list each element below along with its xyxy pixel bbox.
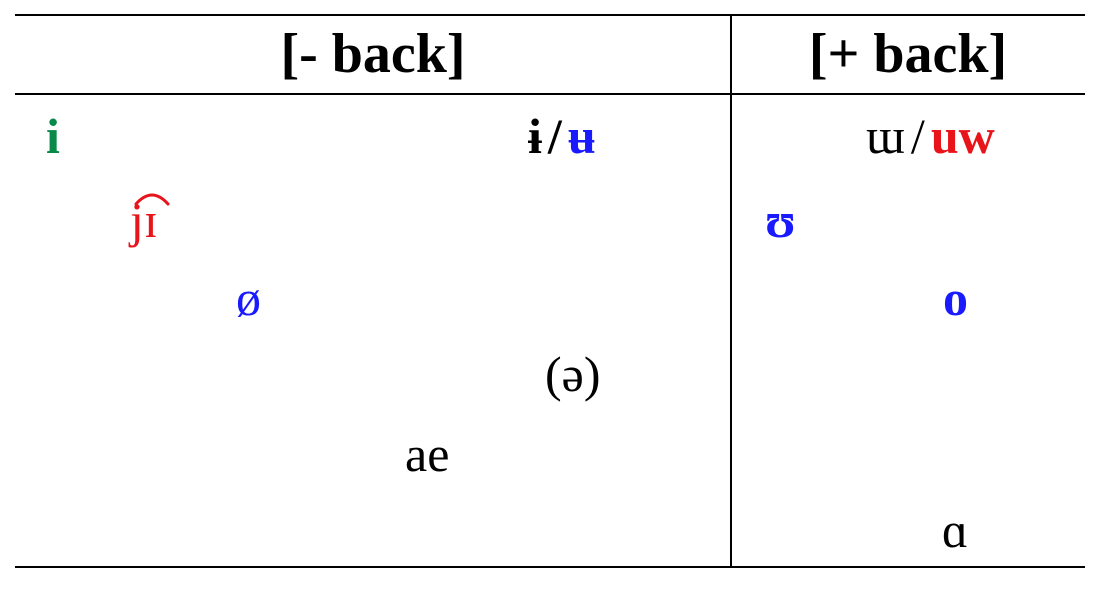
top-rule [15, 14, 1085, 16]
header-rule [15, 93, 1085, 95]
slash-separator: / [910, 108, 925, 164]
header-plus-back: [+ back] [808, 23, 1008, 85]
vowel-schwa-label: (ə) [545, 346, 601, 402]
vowel-ae-label: ae [405, 426, 450, 482]
slash-separator: / [547, 108, 562, 164]
vowel-ji-label: jɪ [130, 192, 158, 248]
vowel-oslash-label: ø [236, 270, 261, 326]
vowel-i-label: i [46, 108, 60, 164]
column-divider [730, 14, 732, 568]
vowel-unrounded-pair: ɯ / uw [866, 108, 995, 164]
tie-bar-icon [134, 193, 170, 206]
vowel-barred-i: ɨ [528, 108, 542, 164]
vowel-ae: ae [405, 426, 449, 482]
vowel-barred-u: ʉ [567, 108, 596, 164]
ji-tie-group: jɪ [130, 192, 170, 248]
bottom-rule [15, 566, 1085, 568]
vowel-o-label: o [943, 270, 968, 326]
vowel-uw: uw [930, 108, 995, 164]
vowel-schwa: (ə) [545, 346, 601, 402]
vowel-upsilon: ʊ [765, 192, 796, 248]
header-minus-back: [- back] [280, 23, 466, 85]
vowel-i: i [46, 108, 60, 164]
vowel-upsilon-label: ʊ [765, 192, 796, 248]
vowel-alpha: ɑ [942, 502, 968, 558]
vowel-alpha-label: ɑ [942, 502, 969, 558]
vowel-o: o [943, 270, 968, 326]
vowel-ji-diphthong: jɪ [130, 192, 170, 248]
vowel-unrounded-u: ɯ [866, 108, 905, 164]
vowel-barred-pair: ɨ / ʉ [528, 108, 596, 164]
vowel-oslash: ø [236, 270, 261, 326]
